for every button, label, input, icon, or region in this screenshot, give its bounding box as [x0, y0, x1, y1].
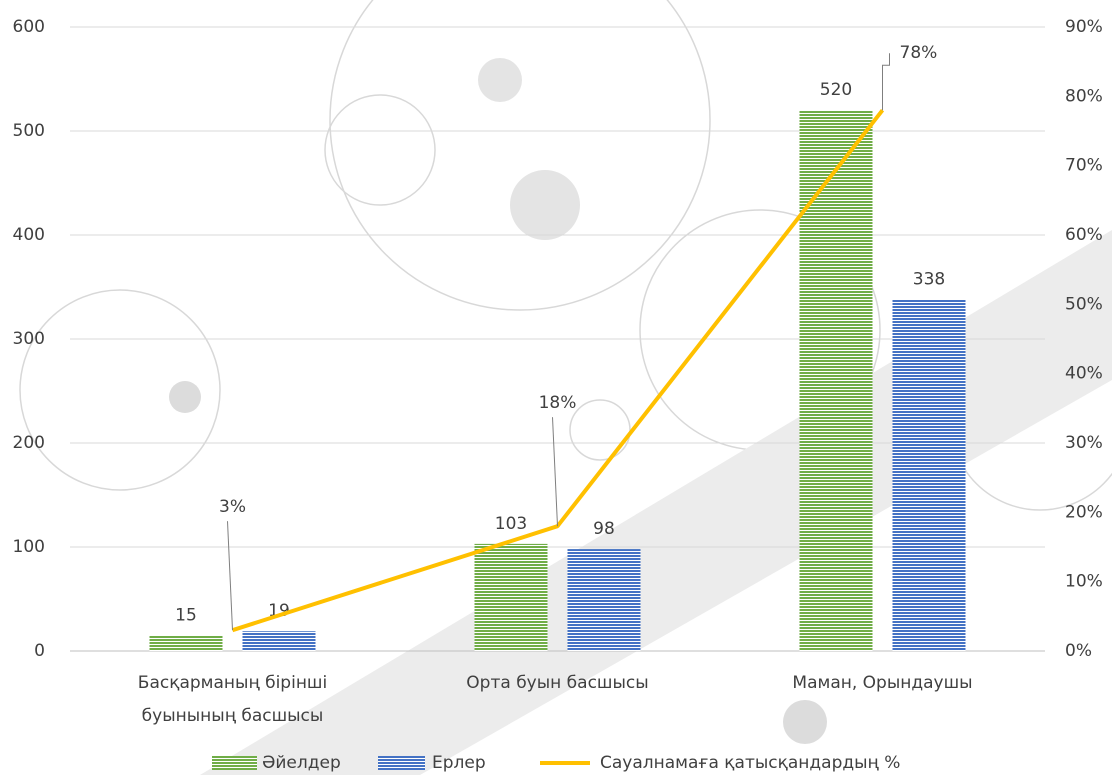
y2-tick-label: 60% [1065, 225, 1103, 245]
bar [474, 543, 548, 651]
y2-tick-label: 10% [1065, 572, 1103, 592]
bar [149, 635, 223, 651]
leader-line [882, 53, 890, 111]
y-tick-label: 300 [13, 329, 45, 349]
bar [799, 110, 873, 651]
data-label: 520 [820, 80, 852, 100]
y2-tick-label: 50% [1065, 294, 1103, 314]
y2-tick-label: 90% [1065, 17, 1103, 37]
y-tick-label: 0 [34, 641, 45, 661]
y-tick-label: 100 [13, 537, 45, 557]
y-tick-label: 400 [13, 225, 45, 245]
data-label: 103 [495, 514, 527, 534]
legend-label: Сауалнамаға қатысқандардың % [600, 753, 900, 773]
x-tick-label: Орта буын басшысы [466, 673, 649, 693]
data-label: 18% [539, 393, 577, 413]
data-label: 98 [593, 519, 615, 539]
y-tick-label: 500 [13, 121, 45, 141]
legend-label: Ерлер [432, 753, 486, 773]
y2-tick-label: 0% [1065, 641, 1092, 661]
bar [242, 631, 316, 651]
legend-swatch [378, 756, 425, 770]
data-label: 15 [175, 605, 197, 625]
x-tick-label: Маман, Орындаушы [792, 673, 973, 693]
y-tick-label: 200 [13, 433, 45, 453]
legend-label: Әйелдер [262, 753, 341, 773]
y-tick-label: 600 [13, 17, 45, 37]
bar [892, 299, 966, 651]
data-label: 3% [219, 497, 246, 517]
bar [567, 549, 641, 651]
y2-tick-label: 40% [1065, 364, 1103, 384]
y2-tick-label: 80% [1065, 86, 1103, 106]
legend: Әйелдер Ерлер Сауалнамаға қатысқандардың… [212, 753, 900, 773]
data-label: 338 [913, 269, 945, 289]
y2-tick-label: 30% [1065, 433, 1103, 453]
background-decoration [19, 0, 1112, 775]
y2-tick-label: 20% [1065, 502, 1103, 522]
y2-tick-label: 70% [1065, 156, 1103, 176]
legend-swatch [212, 756, 257, 770]
x-tick-label: Басқарманың бірінші буынының басшысы [137, 673, 328, 726]
data-label: 78% [900, 43, 938, 63]
leader-line [552, 417, 558, 527]
leader-line [227, 521, 233, 631]
